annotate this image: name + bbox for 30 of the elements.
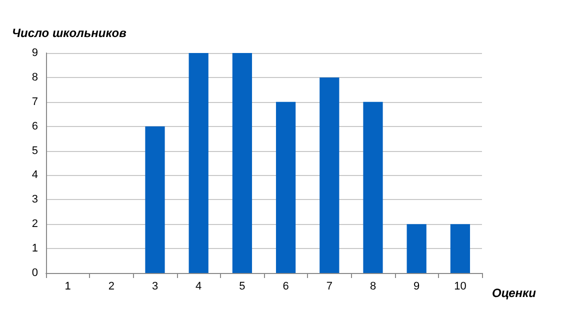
- x-tick-label: 2: [108, 280, 114, 292]
- bar: [232, 53, 252, 273]
- y-tick-label: 7: [32, 96, 38, 108]
- y-tick-label: 0: [32, 267, 38, 279]
- x-tick-label: 4: [196, 280, 202, 292]
- x-axis-title: Оценки: [492, 286, 537, 300]
- y-tick-label: 4: [32, 169, 38, 182]
- y-axis-title: Число школьников: [12, 26, 126, 40]
- x-tick-label: 8: [370, 280, 376, 292]
- y-tick-label: 1: [32, 242, 38, 255]
- x-tick-label: 7: [326, 280, 332, 292]
- bar: [145, 126, 165, 273]
- y-tick-label: 3: [32, 194, 38, 206]
- x-tick-label: 3: [152, 280, 158, 292]
- x-tick-label: 5: [239, 280, 246, 292]
- bar: [450, 224, 470, 273]
- bar: [320, 77, 340, 273]
- y-tick-label: 5: [32, 144, 38, 157]
- y-tick-label: 8: [32, 71, 38, 84]
- x-tick-label: 10: [454, 280, 466, 292]
- bar: [188, 53, 208, 273]
- y-tick-label: 6: [32, 120, 38, 132]
- y-tick-label: 9: [32, 47, 38, 59]
- y-tick-label: 2: [32, 218, 38, 230]
- bar: [276, 102, 296, 273]
- x-tick-label: 1: [64, 280, 71, 292]
- bar: [363, 102, 383, 273]
- bar: [406, 224, 426, 273]
- x-tick-label: 6: [282, 280, 289, 292]
- x-tick-label: 9: [414, 280, 420, 292]
